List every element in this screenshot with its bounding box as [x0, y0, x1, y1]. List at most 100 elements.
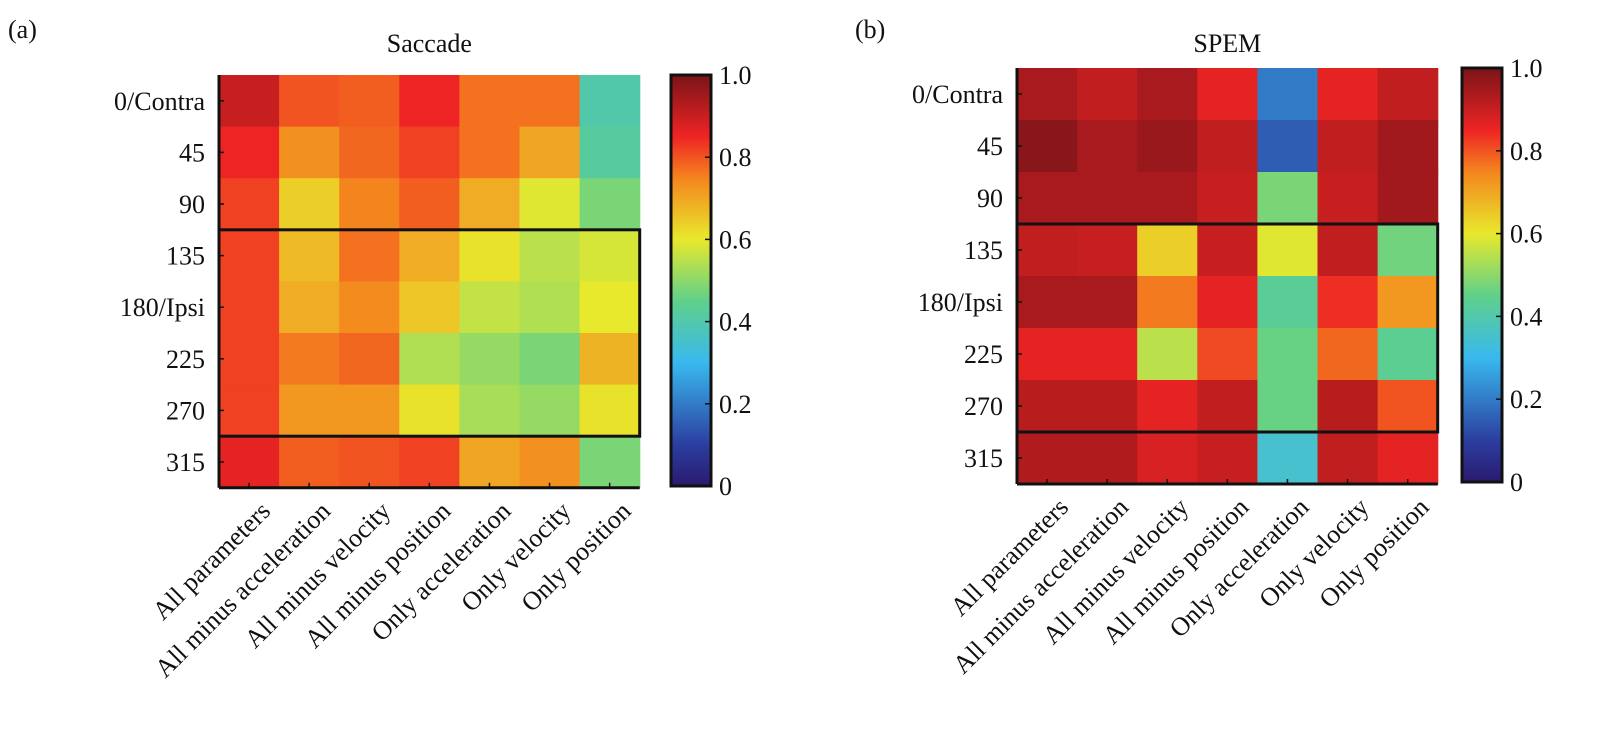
heatmap-cell	[1077, 172, 1138, 225]
heatmap-cell	[579, 384, 641, 437]
chart-title: SPEM	[1193, 29, 1261, 58]
heatmap-cell	[1257, 224, 1319, 277]
row-label: 45	[179, 138, 205, 167]
heatmap-cell	[1377, 172, 1439, 225]
heatmap-cell	[459, 126, 521, 179]
heatmap-cell	[1137, 276, 1198, 329]
colorbar-tick-label: 0.8	[1510, 137, 1543, 166]
heatmap-cell	[279, 75, 340, 128]
colorbar-tick-label: 0.2	[1510, 385, 1543, 414]
heatmap-cell	[1377, 224, 1439, 277]
heatmap-cell	[219, 436, 280, 489]
heatmap-cell	[399, 229, 460, 282]
heatmap-cell	[1077, 224, 1138, 277]
heatmap-cell	[1377, 328, 1439, 381]
heatmap-cell	[399, 384, 460, 437]
heatmap-cell	[1077, 328, 1138, 381]
row-label: 90	[179, 190, 205, 219]
heatmap-cell	[1317, 224, 1379, 277]
heatmap-cell	[399, 75, 460, 128]
colorbar	[669, 73, 713, 488]
heatmap-cell	[519, 281, 581, 334]
heatmap-cell	[279, 229, 340, 282]
heatmap-cell	[519, 333, 581, 386]
heatmap-cell	[1317, 432, 1379, 485]
heatmap-cell	[219, 126, 280, 179]
heatmap-cell	[279, 281, 340, 334]
heatmap-cell	[1077, 68, 1138, 121]
heatmap-cell	[459, 384, 521, 437]
heatmap-cell	[339, 229, 400, 282]
heatmap-cell	[1197, 68, 1258, 121]
heatmap-cell	[219, 333, 280, 386]
row-label: 180/Ipsi	[918, 288, 1003, 317]
heatmap-cell	[1197, 224, 1258, 277]
heatmap-cell	[339, 75, 400, 128]
row-label: 0/Contra	[912, 80, 1003, 109]
panel-label: (b)	[855, 15, 885, 44]
colorbar-tick-label: 0.2	[719, 390, 752, 419]
heatmap-cell	[279, 178, 340, 231]
heatmap-cell	[339, 126, 400, 179]
heatmap-panel: (a) Saccade 0/Contra 45 90 135 180/Ipsi 225 270 3…	[8, 15, 752, 683]
heatmap-cell	[1377, 120, 1439, 173]
heatmap-cell	[579, 281, 641, 334]
row-label: 270	[166, 396, 205, 425]
heatmap-cell	[1377, 432, 1439, 485]
heatmap-cell	[1137, 68, 1198, 121]
colorbar-tick-label: 0	[719, 472, 732, 501]
highlight-box	[217, 228, 642, 438]
chart-title: Saccade	[387, 29, 472, 58]
heatmap-cell	[1377, 276, 1439, 329]
heatmap-cell	[399, 436, 460, 489]
heatmap-cell	[579, 229, 641, 282]
heatmap-cell	[1017, 380, 1078, 433]
colorbar-tick-label: 0.6	[1510, 220, 1543, 249]
colorbar-tick-label: 0	[1510, 468, 1523, 497]
heatmap-cell	[459, 75, 521, 128]
heatmap-cell	[1017, 276, 1078, 329]
heatmap-cell	[1197, 328, 1258, 381]
heatmap-cell	[1077, 432, 1138, 485]
heatmap-cell	[1017, 432, 1078, 485]
row-label: 315	[166, 448, 205, 477]
heatmap-cell	[1017, 120, 1078, 173]
heatmap-cell	[1257, 276, 1319, 329]
heatmap-cell	[279, 333, 340, 386]
colorbar-tick-label: 0.8	[719, 143, 752, 172]
heatmap-cell	[1257, 172, 1319, 225]
heatmap-cell	[519, 75, 581, 128]
heatmap-cell	[1017, 68, 1078, 121]
row-label: 315	[964, 444, 1003, 473]
heatmap-cell	[1017, 224, 1078, 277]
heatmap-cell	[339, 436, 400, 489]
heatmap-cell	[1137, 328, 1198, 381]
heatmap-cell	[219, 281, 280, 334]
colorbar-tick-label: 0.4	[719, 308, 752, 337]
heatmap-cell	[519, 178, 581, 231]
row-label: 225	[964, 340, 1003, 369]
heatmap-cell	[1317, 172, 1379, 225]
heatmap-cell	[459, 281, 521, 334]
heatmap-cell	[339, 178, 400, 231]
row-label: 270	[964, 392, 1003, 421]
heatmap-cell	[1017, 172, 1078, 225]
highlight-box	[1015, 222, 1440, 434]
heatmap-cell	[1317, 380, 1379, 433]
colorbar-tick-label: 1.0	[719, 61, 752, 90]
heatmap-panel: (b) SPEM0/Contra4590135180/Ipsi225270315A…	[855, 15, 1543, 679]
heatmap-cell	[1197, 120, 1258, 173]
heatmap-cell	[1317, 120, 1379, 173]
heatmap-cell	[1257, 328, 1319, 381]
heatmap-cell	[1137, 224, 1198, 277]
panel-label: (a)	[8, 15, 37, 44]
heatmap-cell	[459, 229, 521, 282]
row-label: 135	[964, 236, 1003, 265]
heatmap-cell	[1137, 432, 1198, 485]
heatmap-cell	[1257, 432, 1319, 485]
heatmap-cell	[519, 229, 581, 282]
heatmap-cell	[399, 126, 460, 179]
heatmap-cell	[579, 126, 641, 179]
